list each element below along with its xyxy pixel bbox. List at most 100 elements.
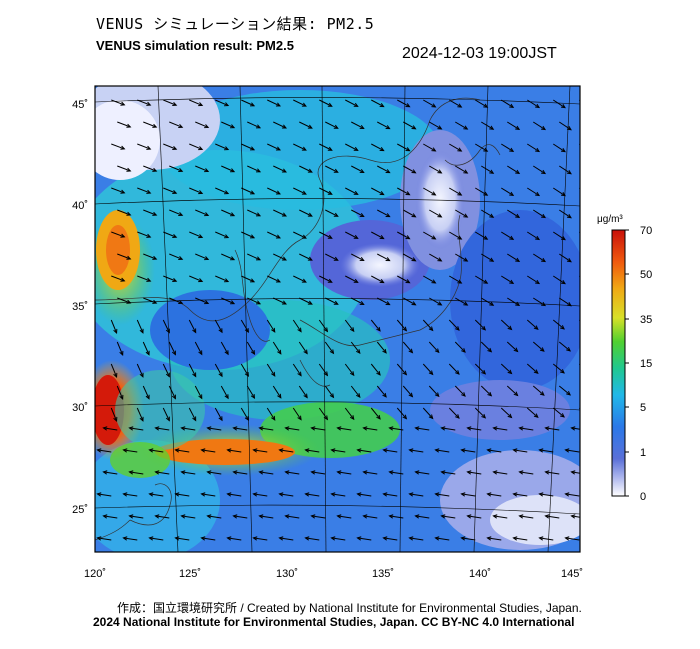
wind-arrow [533, 121, 546, 130]
wind-arrow-head [333, 300, 339, 305]
wind-arrow [519, 515, 534, 519]
wind-arrow [221, 121, 235, 129]
wind-arrow [539, 449, 554, 453]
wind-arrow [441, 471, 456, 475]
wind-arrow-head [174, 536, 180, 541]
wind-arrow [324, 341, 334, 354]
wind-arrow-head [587, 280, 591, 283]
wind-arrow [189, 187, 203, 194]
wind-arrow [475, 275, 488, 284]
wind-arrow-head [333, 124, 339, 129]
wind-arrow-head [440, 426, 446, 431]
wind-arrow-head [200, 536, 206, 541]
wind-arrow [110, 319, 118, 334]
wind-arrow-head [323, 327, 329, 333]
wind-arrow-head [509, 235, 515, 240]
wind-arrow [403, 253, 416, 262]
wind-arrow-head [408, 448, 414, 453]
wind-arrow [344, 407, 355, 420]
wind-arrow-head [379, 191, 385, 196]
wind-arrow [449, 275, 462, 284]
wind-arrow-head [226, 448, 232, 453]
wind-arrow-head [154, 514, 160, 519]
wind-arrow-head [382, 492, 388, 497]
wind-arrow [519, 471, 534, 475]
wind-arrow [110, 407, 118, 422]
wind-arrow [116, 341, 124, 356]
wind-arrow-head [307, 256, 313, 261]
wind-arrow-head [535, 191, 541, 197]
wind-arrow-head [512, 536, 518, 541]
wind-arrow [337, 515, 352, 519]
wind-arrow [143, 253, 157, 260]
wind-arrow [441, 515, 456, 519]
wind-arrow [513, 449, 528, 453]
wind-arrow-head [379, 147, 385, 152]
wind-arrow-head [174, 492, 180, 497]
wind-arrow [527, 187, 540, 196]
wind-arrow-head [535, 279, 541, 285]
wind-arrow [117, 253, 131, 260]
wind-arrow-head [489, 301, 495, 306]
lat-tick-label: 40˚ [72, 200, 88, 212]
wind-arrow-head [172, 277, 178, 283]
wind-arrow-head [281, 212, 287, 217]
wind-arrow-head [113, 416, 118, 423]
wind-arrow [481, 121, 494, 130]
wind-arrow [501, 231, 514, 240]
wind-arrow [188, 363, 197, 377]
wind-arrow [241, 231, 255, 239]
wind-arrow-head [230, 256, 236, 261]
graticule [95, 86, 580, 552]
wind-arrow-head [198, 278, 204, 283]
wind-arrow-head [356, 448, 362, 453]
wind-arrow-head [431, 147, 437, 152]
wind-arrow-head [128, 470, 134, 475]
colorbar-tick: 1 [640, 447, 646, 459]
wind-arrow [266, 407, 276, 421]
wind-arrow [403, 297, 416, 306]
wind-arrow-head [538, 492, 544, 497]
wind-arrow-head [281, 256, 287, 261]
wind-arrow [545, 471, 560, 475]
wind-arrow-head [408, 492, 414, 497]
wind-arrow-head [152, 255, 158, 260]
wind-arrow [558, 165, 572, 175]
wind-arrow-head [356, 492, 362, 497]
wind-arrow-head [284, 514, 290, 519]
lat-tick-label: 25˚ [72, 504, 88, 516]
wind-arrow-head [586, 413, 590, 417]
wind-arrow [429, 165, 442, 174]
wind-arrow-head [535, 103, 541, 109]
wind-arrow-head [538, 536, 544, 541]
wind-arrow [241, 143, 255, 151]
wind-arrow-head [171, 350, 176, 356]
wind-arrow-head [385, 169, 391, 174]
wind-arrow [585, 342, 596, 351]
wind-arrow [162, 319, 170, 333]
wind-arrow [449, 231, 462, 240]
colorbar-legend: μg/m³ 70 50 35 15 5 1 0 [597, 214, 652, 503]
wind-arrow [383, 449, 398, 453]
wind-arrow [246, 341, 255, 355]
wind-arrow-head [440, 470, 446, 475]
wind-arrow-head [408, 392, 414, 398]
wind-arrow-head [379, 235, 385, 240]
wind-arrow-head [113, 328, 118, 335]
wind-arrow-head [428, 326, 434, 332]
wind-arrow-head [198, 102, 204, 107]
wind-arrow [402, 385, 413, 397]
wind-arrow [123, 449, 138, 453]
wind-arrow-head [252, 536, 258, 541]
wind-arrow [241, 275, 255, 283]
wind-arrow-head [329, 393, 335, 399]
wind-arrow [558, 209, 572, 219]
wind-arrow-head [284, 426, 290, 431]
wind-arrow-head [461, 392, 466, 397]
wind-arrow [357, 493, 372, 497]
wind-arrow-head [327, 234, 333, 239]
wind-arrow-head [119, 350, 124, 356]
wind-arrow-head [359, 212, 365, 217]
wind-arrow-head [431, 103, 437, 108]
wind-arrow [363, 471, 378, 475]
